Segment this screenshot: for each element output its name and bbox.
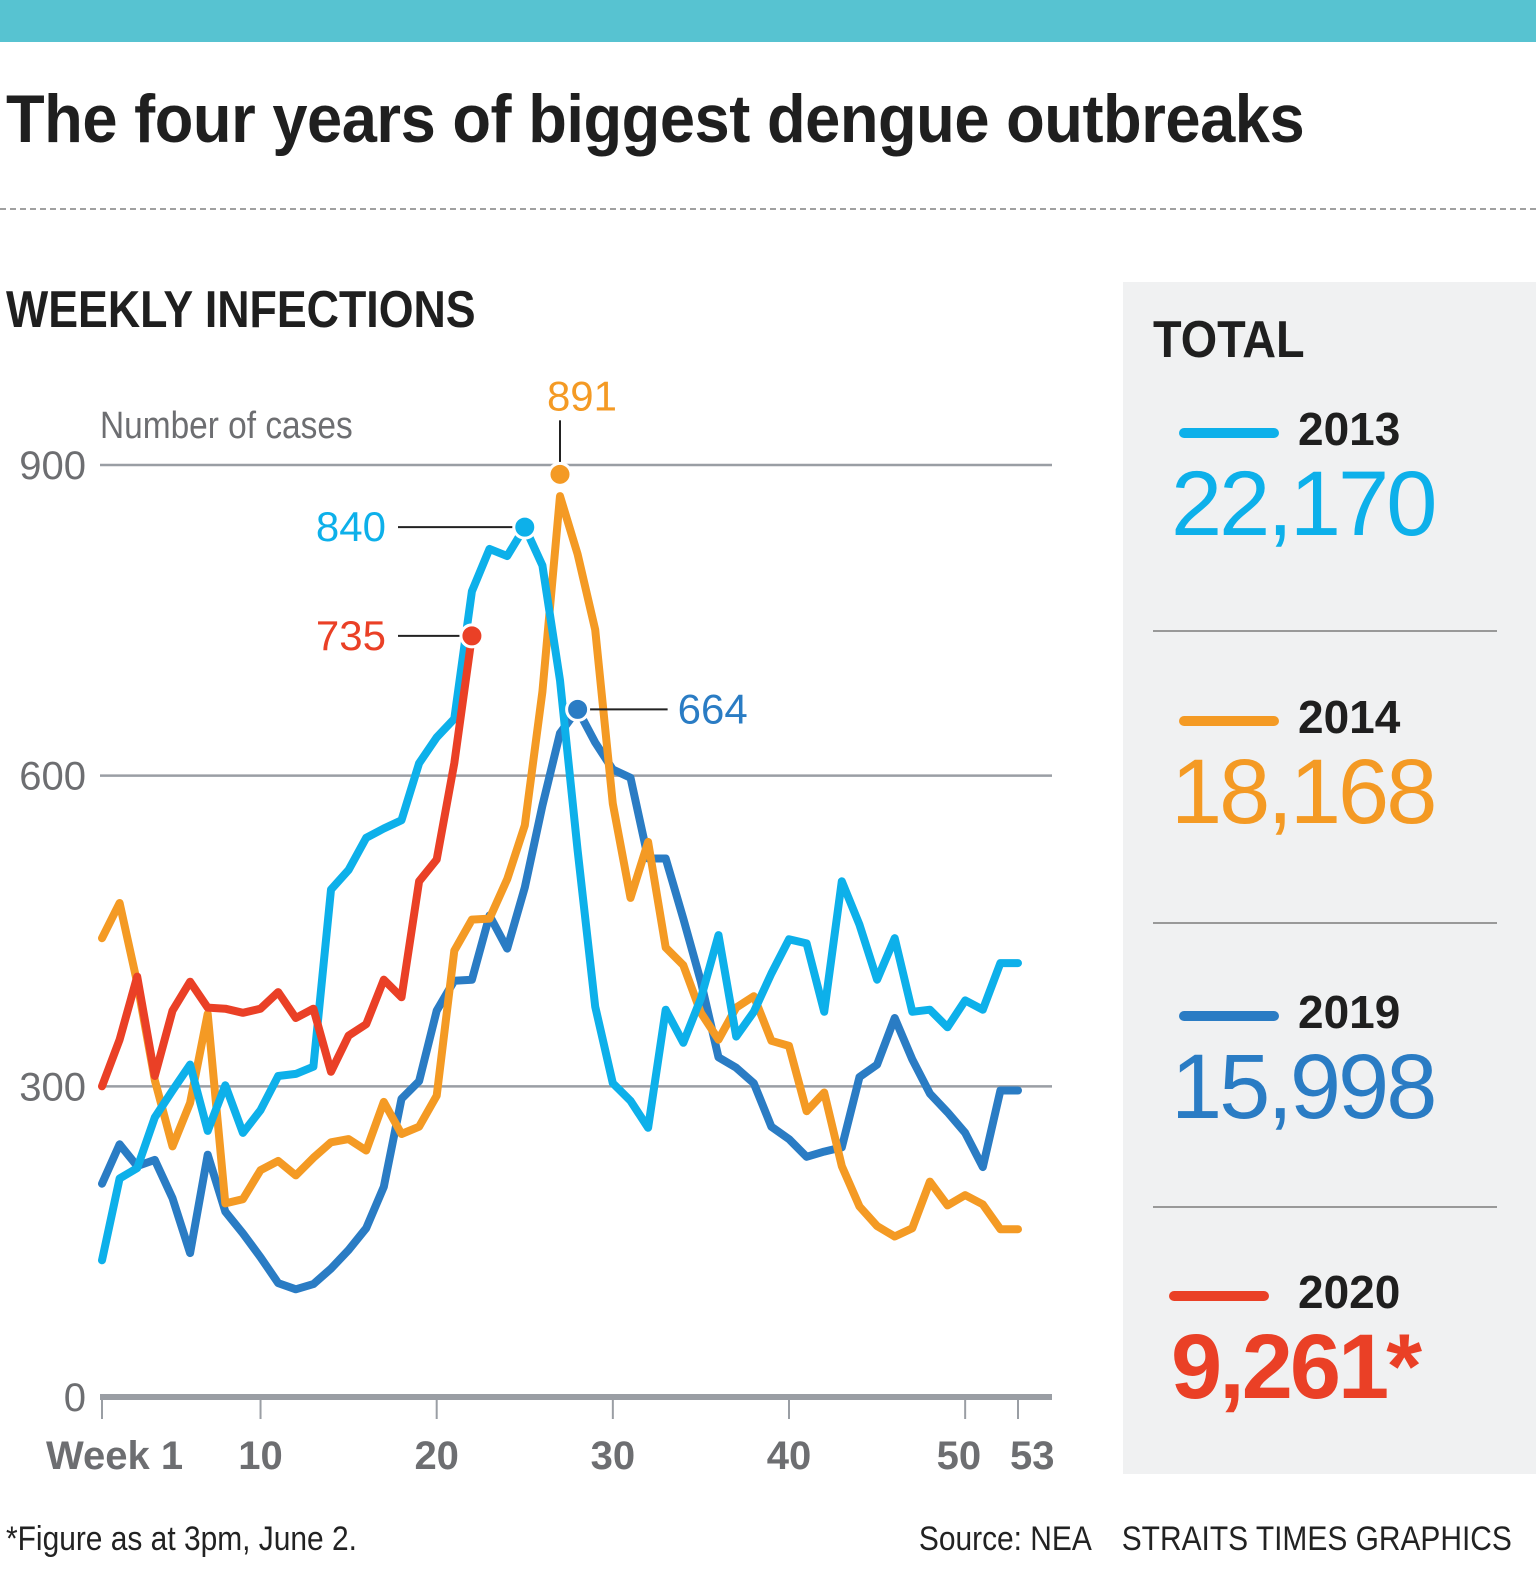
- x-tick-label: 53: [1010, 1434, 1055, 1478]
- legend-year-2020: 2020: [1298, 1266, 1401, 1318]
- x-tick-label: 40: [767, 1434, 812, 1478]
- annotation-marker-2014: [547, 461, 573, 487]
- annotation-marker-2019: [565, 696, 591, 722]
- source-credit: Source: NEA STRAITS TIMES GRAPHICS: [919, 1520, 1512, 1559]
- series-line-2019: [98, 705, 1022, 1294]
- series-line-2014: [98, 492, 1022, 1241]
- y-tick-label: 0: [64, 1376, 86, 1420]
- annotation-marker-2020: [459, 623, 485, 649]
- x-tick-label: 30: [591, 1434, 636, 1478]
- legend-total-2020: 9,261*: [1171, 1316, 1422, 1418]
- legend-total-2013: 22,170: [1171, 453, 1437, 555]
- series-line-2020: [98, 631, 476, 1091]
- gridlines: 0 300 600 900: [19, 444, 1052, 1420]
- y-axis-label: Number of cases: [100, 404, 353, 446]
- annotation-label-2013: 840: [316, 503, 386, 550]
- y-tick-label: 900: [19, 444, 86, 488]
- chart-subtitle: WEEKLY INFECTIONS: [6, 281, 476, 339]
- annotation-label-2019: 664: [678, 685, 748, 732]
- y-tick-label: 300: [19, 1065, 86, 1109]
- series-lines: [98, 492, 1022, 1294]
- legend-year-2013: 2013: [1298, 403, 1401, 455]
- x-tick-label: 50: [937, 1434, 982, 1478]
- legend-divider: [1153, 922, 1497, 924]
- annotation-label-2020: 735: [316, 612, 386, 659]
- top-accent-bar: [0, 0, 1536, 42]
- legend-year-2019: 2019: [1298, 986, 1401, 1038]
- line-chart: 0 300 600 900 Number of cases Week 1 10 20 30 4…: [19, 372, 1055, 1478]
- totals-title: TOTAL: [1153, 311, 1305, 369]
- dashed-divider: [0, 208, 1536, 210]
- annotation-label-2014: 891: [547, 372, 617, 419]
- legend-divider: [1153, 1206, 1497, 1208]
- annotation-marker-2013: [512, 514, 538, 540]
- series-line-2013: [98, 523, 1022, 1265]
- legend-swatch-2013: [1179, 428, 1279, 438]
- x-tick-label: 10: [238, 1434, 283, 1478]
- credit-text: STRAITS TIMES GRAPHICS: [1121, 1520, 1512, 1558]
- legend-swatch-2019: [1179, 1011, 1279, 1021]
- page-title: The four years of biggest dengue outbrea…: [6, 81, 1305, 157]
- x-axis: Week 1 10 20 30 40 50 53: [46, 1394, 1055, 1478]
- legend-year-2014: 2014: [1298, 691, 1401, 743]
- source-text: Source: NEA: [919, 1520, 1092, 1558]
- legend-divider: [1153, 630, 1497, 632]
- legend-total-2014: 18,168: [1171, 741, 1437, 843]
- legend-swatch-2020: [1169, 1291, 1269, 1301]
- y-tick-label: 600: [19, 755, 86, 799]
- totals-panel: TOTAL 2013 22,170 2014 18,168 2019 15,99…: [1123, 282, 1536, 1474]
- footnote: *Figure as at 3pm, June 2.: [6, 1520, 357, 1558]
- legend-swatch-2014: [1179, 716, 1279, 726]
- x-tick-label: Week 1: [46, 1434, 183, 1478]
- x-tick-label: 20: [414, 1434, 459, 1478]
- legend-total-2019: 15,998: [1171, 1036, 1437, 1138]
- annotations: 891 840 735 664: [316, 372, 748, 732]
